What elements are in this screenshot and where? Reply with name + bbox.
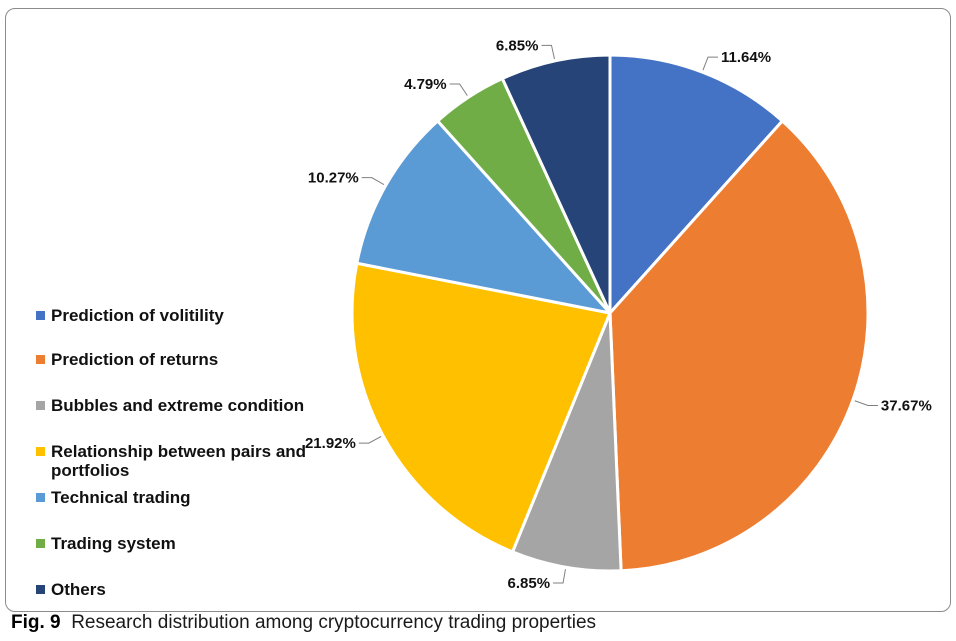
legend-swatch [36,355,45,364]
data-label-prediction-of-volitility: 11.64% [721,49,771,66]
pie-slice-bubbles-and-extreme-condition [511,311,623,573]
legend-item-prediction-of-returns: Prediction of returns [36,350,331,369]
legend-swatch [36,447,45,456]
data-label-bubbles-and-extreme-condition: 6.85% [508,575,551,592]
legend-label: Relationship between pairs and portfolio… [51,442,307,480]
legend-label: Technical trading [51,488,191,507]
data-label-technical-trading: 10.27% [308,170,359,187]
pie-slice-prediction-of-volitility [608,53,784,315]
legend-label: Prediction of returns [51,350,219,369]
leader-line-others [541,44,555,60]
leader-line-relationship-between-pairs-and-portfolios [358,435,382,444]
pie-slice-prediction-of-returns [608,119,870,573]
legend-swatch [36,401,45,410]
leader-line-trading-system [449,83,468,96]
pie-slice-technical-trading [355,119,612,315]
figure-caption: Fig. 9 Research distribution among crypt… [11,612,596,634]
data-label-others: 6.85% [496,37,539,54]
legend-swatch [36,493,45,502]
leader-line-bubbles-and-extreme-condition [553,569,566,584]
leader-line-prediction-of-volitility [702,56,718,71]
legend-swatch [36,585,45,594]
leader-line-technical-trading [361,177,385,185]
data-label-relationship-between-pairs-and-portfolios: 21.92% [305,435,356,452]
legend-item-trading-system: Trading system [36,534,331,553]
legend-swatch [36,539,45,548]
data-label-prediction-of-returns: 37.67% [881,397,932,414]
data-label-trading-system: 4.79% [404,76,447,93]
figure-number: Fig. 9 [11,612,61,633]
legend-label: Prediction of volitility [51,306,224,325]
pie-slice-relationship-between-pairs-and-portfolios [350,261,612,554]
legend-label: Bubbles and extreme condition [51,396,305,415]
leader-line-prediction-of-returns [854,400,878,406]
legend-swatch [36,311,45,320]
pie-slice-others [500,53,612,315]
legend-label: Trading system [51,534,176,553]
legend-item-relationship-between-pairs-and-portfolios: Relationship between pairs and portfolio… [36,442,331,480]
caption-text: Research distribution among cryptocurren… [71,612,597,633]
legend-item-prediction-of-volitility: Prediction of volitility [36,306,331,325]
legend-item-others: Others [36,580,331,599]
figure-frame [5,8,951,612]
legend-label: Others [51,580,106,599]
legend-item-technical-trading: Technical trading [36,488,331,507]
legend-item-bubbles-and-extreme-condition: Bubbles and extreme condition [36,396,331,415]
